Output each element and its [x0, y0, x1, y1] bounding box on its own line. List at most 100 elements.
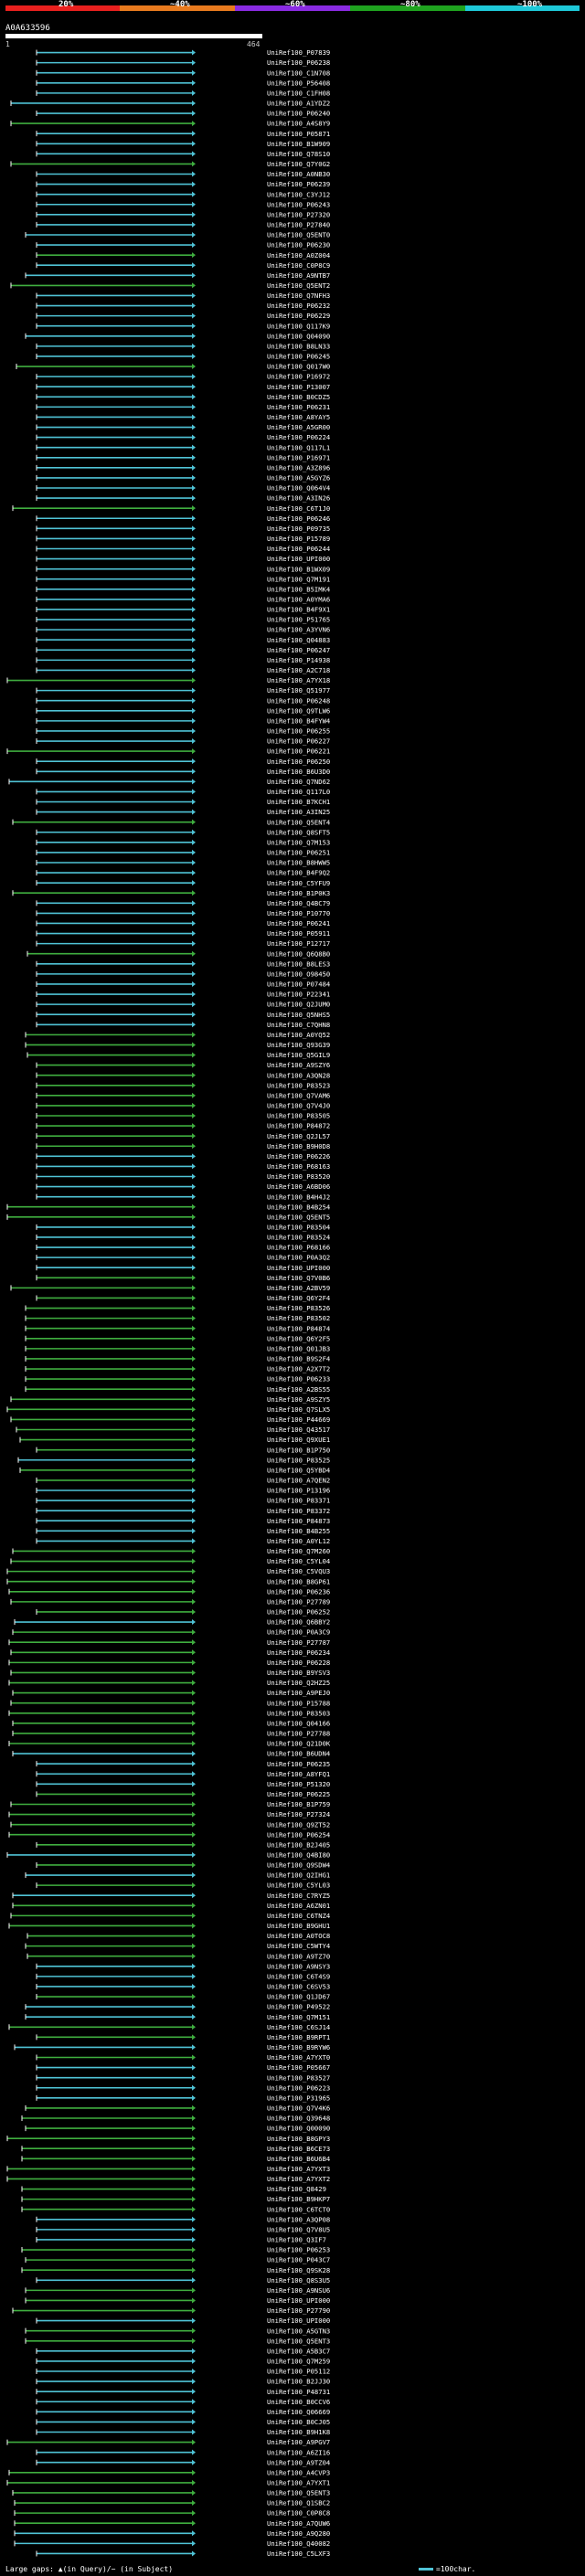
hit-label[interactable]: UniRef100_Q9XUE1: [267, 1436, 330, 1444]
hit-label[interactable]: UniRef100_A9SZY6: [267, 1061, 330, 1069]
hit-label[interactable]: UniRef100_Q7V8U5: [267, 2225, 330, 2233]
hit-row[interactable]: UniRef100_P27788: [12, 1730, 330, 1738]
hit-label[interactable]: UniRef100_A6ZI16: [267, 2448, 330, 2456]
hit-row[interactable]: UniRef100_P06223: [36, 2083, 330, 2092]
hit-label[interactable]: UniRef100_A3IN25: [267, 808, 330, 816]
hit-label[interactable]: UniRef100_Q06669: [267, 2408, 330, 2416]
hit-label[interactable]: UniRef100_Q117L0: [267, 788, 330, 796]
hit-row[interactable]: UniRef100_Q9ZT52: [10, 1820, 330, 1829]
hit-label[interactable]: UniRef100_B4B255: [267, 1527, 330, 1535]
hit-label[interactable]: UniRef100_A7YXT3: [267, 2165, 330, 2173]
hit-row[interactable]: UniRef100_P49522: [25, 2003, 330, 2011]
hit-label[interactable]: UniRef100_C6T4S9: [267, 1972, 330, 1980]
hit-label[interactable]: UniRef100_C5YFU9: [267, 879, 330, 887]
hit-label[interactable]: UniRef100_P06226: [267, 1152, 330, 1161]
hit-row[interactable]: UniRef100_C6SJ14: [8, 2023, 330, 2031]
hit-label[interactable]: UniRef100_A4CVP3: [267, 2468, 330, 2476]
hit-row[interactable]: UniRef100_C5WTY4: [25, 1942, 330, 1950]
hit-row[interactable]: UniRef100_Q9SDW4: [36, 1861, 330, 1870]
hit-label[interactable]: UniRef100_P06251: [267, 849, 330, 857]
hit-label[interactable]: UniRef100_A8YFQ1: [267, 1770, 330, 1778]
hit-row[interactable]: UniRef100_P05911: [36, 929, 330, 938]
hit-row[interactable]: UniRef100_C5YFU9: [36, 879, 330, 887]
hit-row[interactable]: UniRef100_P06235: [36, 1760, 330, 1768]
hit-row[interactable]: UniRef100_A2BV59: [10, 1284, 330, 1292]
hit-row[interactable]: UniRef100_P83526: [25, 1304, 330, 1312]
hit-row[interactable]: UniRef100_C0P8C9: [36, 261, 330, 270]
hit-label[interactable]: UniRef100_Q117K9: [267, 322, 330, 330]
hit-row[interactable]: UniRef100_C6TNZ4: [10, 1912, 330, 1920]
hit-row[interactable]: UniRef100_P83372: [36, 1507, 330, 1515]
hit-row[interactable]: UniRef100_P06255: [36, 727, 330, 736]
hit-label[interactable]: UniRef100_Q5ENT4: [267, 818, 330, 826]
hit-label[interactable]: UniRef100_B4F9X1: [267, 606, 330, 614]
hit-label[interactable]: UniRef100_Q04883: [267, 636, 330, 644]
hit-label[interactable]: UniRef100_Q7M153: [267, 838, 330, 846]
hit-row[interactable]: UniRef100_UPI000: [25, 2296, 330, 2305]
hit-label[interactable]: UniRef100_P27840: [267, 221, 330, 229]
hit-label[interactable]: UniRef100_P83526: [267, 1304, 330, 1312]
hit-row[interactable]: UniRef100_P06221: [6, 747, 330, 756]
hit-row[interactable]: UniRef100_Q7M151: [25, 2013, 330, 2021]
hit-row[interactable]: UniRef100_P06246: [36, 514, 330, 523]
hit-label[interactable]: UniRef100_P83372: [267, 1507, 330, 1515]
hit-row[interactable]: UniRef100_P22341: [36, 991, 330, 999]
hit-row[interactable]: UniRef100_A5GYZ6: [36, 474, 330, 482]
hit-row[interactable]: UniRef100_A9NSU6: [25, 2286, 330, 2295]
hit-row[interactable]: UniRef100_A3IN26: [36, 494, 330, 503]
hit-label[interactable]: UniRef100_A1YDZ2: [267, 100, 330, 108]
hit-label[interactable]: UniRef100_P27320: [267, 210, 330, 218]
hit-row[interactable]: UniRef100_C1FH08: [36, 89, 330, 97]
hit-label[interactable]: UniRef100_B1WX09: [267, 565, 330, 573]
hit-label[interactable]: UniRef100_B8LN33: [267, 342, 330, 350]
hit-row[interactable]: UniRef100_Q78S10: [36, 150, 330, 158]
hit-row[interactable]: UniRef100_B4B254: [6, 1203, 330, 1211]
hit-label[interactable]: UniRef100_P07484: [267, 981, 330, 989]
hit-label[interactable]: UniRef100_A0YL12: [267, 1537, 330, 1545]
hit-row[interactable]: UniRef100_A6ZN01: [12, 1902, 330, 1910]
hit-row[interactable]: UniRef100_B2JJ30: [36, 2378, 330, 2386]
hit-row[interactable]: UniRef100_A7YXT1: [6, 2478, 330, 2486]
hit-row[interactable]: UniRef100_P05871: [36, 130, 330, 138]
hit-row[interactable]: UniRef100_A2C718: [36, 666, 330, 674]
hit-label[interactable]: UniRef100_A9NSY3: [267, 1962, 330, 1970]
hit-row[interactable]: UniRef100_P16971: [36, 453, 330, 461]
hit-row[interactable]: UniRef100_P16972: [36, 373, 330, 381]
hit-row[interactable]: UniRef100_P06243: [36, 200, 330, 208]
hit-label[interactable]: UniRef100_A9PEJ0: [267, 1689, 330, 1697]
hit-row[interactable]: UniRef100_Q6Y2F5: [25, 1334, 330, 1342]
hit-label[interactable]: UniRef100_P06248: [267, 696, 330, 705]
hit-row[interactable]: UniRef100_B9GHU1: [8, 1922, 330, 1930]
hit-label[interactable]: UniRef100_B9HKP7: [267, 2195, 330, 2203]
hit-row[interactable]: UniRef100_P83524: [36, 1234, 330, 1242]
hit-row[interactable]: UniRef100_Q7ND62: [8, 778, 330, 786]
hit-label[interactable]: UniRef100_A7QEN2: [267, 1477, 330, 1485]
hit-row[interactable]: UniRef100_UPI000: [36, 555, 330, 563]
hit-label[interactable]: UniRef100_Q01JB3: [267, 1344, 330, 1352]
hit-label[interactable]: UniRef100_P84874: [267, 1324, 330, 1332]
hit-row[interactable]: UniRef100_Q04883: [36, 636, 330, 644]
hit-row[interactable]: UniRef100_A3Z896: [36, 463, 330, 472]
hit-label[interactable]: UniRef100_Q51977: [267, 686, 330, 694]
hit-row[interactable]: UniRef100_P27790: [12, 2306, 330, 2315]
hit-label[interactable]: UniRef100_B6U3D0: [267, 768, 330, 776]
hit-label[interactable]: UniRef100_P48731: [267, 2388, 330, 2396]
hit-label[interactable]: UniRef100_Q4BC79: [267, 899, 330, 907]
hit-label[interactable]: UniRef100_P27789: [267, 1597, 330, 1606]
hit-label[interactable]: UniRef100_P68166: [267, 1244, 330, 1252]
hit-row[interactable]: UniRef100_Q04166: [12, 1719, 330, 1727]
hit-label[interactable]: UniRef100_P27788: [267, 1730, 330, 1738]
hit-row[interactable]: UniRef100_B1WX09: [36, 565, 330, 573]
hit-label[interactable]: UniRef100_Q9ZT52: [267, 1820, 330, 1829]
hit-label[interactable]: UniRef100_B7KCH1: [267, 798, 330, 806]
hit-label[interactable]: UniRef100_Q43517: [267, 1426, 330, 1434]
hit-label[interactable]: UniRef100_P12717: [267, 939, 330, 948]
hit-row[interactable]: UniRef100_Q40082: [14, 2539, 330, 2548]
hit-label[interactable]: UniRef100_P06234: [267, 1648, 330, 1657]
hit-row[interactable]: UniRef100_Q7M191: [36, 575, 330, 583]
hit-row[interactable]: UniRef100_P06230: [36, 241, 330, 249]
hit-row[interactable]: UniRef100_P44669: [10, 1415, 330, 1424]
hit-row[interactable]: UniRef100_B8GP61: [6, 1577, 330, 1585]
hit-label[interactable]: UniRef100_C1FH08: [267, 89, 330, 97]
hit-row[interactable]: UniRef100_B8LN33: [36, 342, 330, 350]
